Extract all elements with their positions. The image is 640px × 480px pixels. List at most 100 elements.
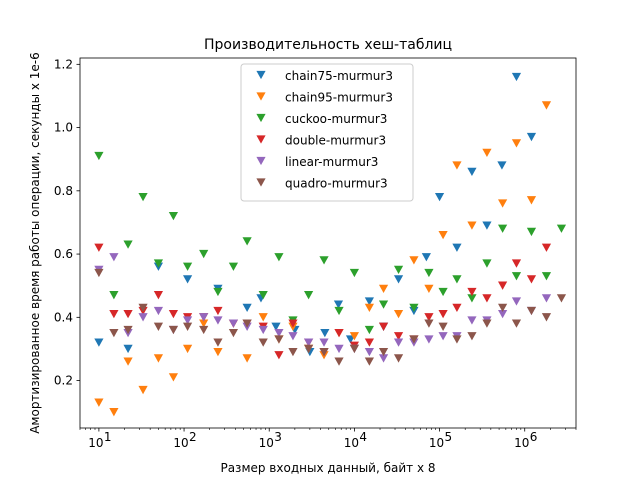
data-point [319, 338, 329, 347]
data-point [541, 294, 552, 303]
data-point [467, 287, 477, 297]
data-point [334, 306, 344, 316]
data-point [438, 230, 448, 240]
plot-frame [79, 57, 577, 429]
data-point [333, 300, 344, 309]
y-tick-label: 0.6 [54, 247, 73, 261]
data-point [452, 303, 462, 312]
legend-marker [256, 70, 266, 80]
data-point [393, 310, 404, 319]
data-point [438, 310, 448, 319]
data-point [94, 338, 104, 347]
y-tick-label: 0.2 [54, 374, 73, 388]
data-point [274, 335, 284, 344]
data-point [526, 227, 537, 237]
data-point [304, 344, 314, 354]
data-point [526, 275, 537, 284]
data-point [364, 325, 374, 335]
data-point [242, 303, 252, 312]
data-point [424, 335, 434, 344]
data-point [452, 161, 462, 170]
data-point [498, 281, 508, 290]
data-point [274, 253, 284, 262]
data-point [424, 319, 434, 328]
data-point [334, 357, 344, 366]
data-point [242, 237, 252, 246]
data-point [424, 313, 434, 322]
data-point [482, 221, 492, 230]
data-point [467, 221, 477, 230]
data-point [526, 196, 537, 205]
x-tick-label: 10 [344, 436, 359, 450]
data-point [258, 325, 268, 335]
y-tick-label: 0.4 [54, 310, 73, 324]
x-tick-exponent: 3 [274, 430, 282, 444]
data-point [364, 357, 374, 366]
plot-marks [94, 72, 567, 417]
data-point [452, 275, 462, 284]
data-point [498, 303, 508, 312]
data-point [123, 357, 133, 366]
data-point [199, 313, 209, 322]
data-point [138, 313, 148, 322]
data-point [94, 151, 104, 161]
data-point [109, 310, 119, 319]
series-quadro-murmur3 [94, 268, 567, 366]
y-axis: 0.2 0.4 0.6 0.8 1.0 1.2 [54, 57, 80, 388]
data-point [199, 325, 209, 335]
data-point [274, 351, 284, 360]
data-point [199, 249, 209, 259]
data-point [511, 297, 522, 306]
x-tick-exponent: 6 [530, 430, 538, 444]
legend-label: chain95-murmur3 [285, 91, 393, 105]
data-point [242, 319, 252, 328]
data-point [452, 335, 462, 344]
data-point [320, 328, 330, 338]
data-point [304, 338, 314, 347]
x-axis-label: Размер входных данный, байт x 8 [220, 461, 435, 475]
data-point [123, 325, 133, 335]
data-point [94, 398, 104, 407]
data-point [393, 332, 404, 341]
data-point [138, 385, 148, 395]
data-point [109, 408, 119, 417]
data-point [288, 332, 298, 341]
x-tick-label: 10 [514, 436, 529, 450]
data-point [168, 373, 179, 382]
x-tick-exponent: 4 [359, 430, 367, 444]
data-point [364, 347, 374, 357]
legend-label: linear-murmur3 [285, 155, 378, 169]
data-point [153, 291, 164, 300]
data-point [182, 316, 193, 325]
data-point [153, 354, 164, 363]
data-point [378, 284, 389, 293]
data-point [182, 262, 193, 271]
legend-label: double-murmur3 [285, 134, 386, 148]
data-point [393, 338, 404, 347]
data-point [109, 328, 119, 338]
data-point [498, 224, 508, 233]
data-point [511, 272, 522, 281]
x-tick-exponent: 1 [104, 430, 112, 444]
data-point [123, 344, 133, 354]
data-point [168, 211, 179, 221]
data-point [421, 253, 431, 262]
data-point [378, 354, 389, 363]
legend-marker [256, 156, 266, 166]
data-point [424, 268, 434, 278]
data-point [182, 344, 193, 354]
data-point [153, 306, 164, 316]
data-point [168, 310, 179, 319]
data-point [94, 243, 104, 252]
data-point [393, 275, 404, 284]
data-point [319, 347, 329, 357]
data-point [109, 253, 119, 262]
series-linear-murmur3 [94, 253, 552, 363]
data-point [304, 291, 314, 300]
data-point [213, 316, 223, 325]
chart-title: Производительность хеш-таблиц [204, 37, 452, 53]
data-point [467, 294, 477, 303]
y-axis-label: Амортизированное время работы операции, … [28, 52, 42, 434]
data-point [334, 344, 344, 354]
data-point [541, 272, 552, 281]
